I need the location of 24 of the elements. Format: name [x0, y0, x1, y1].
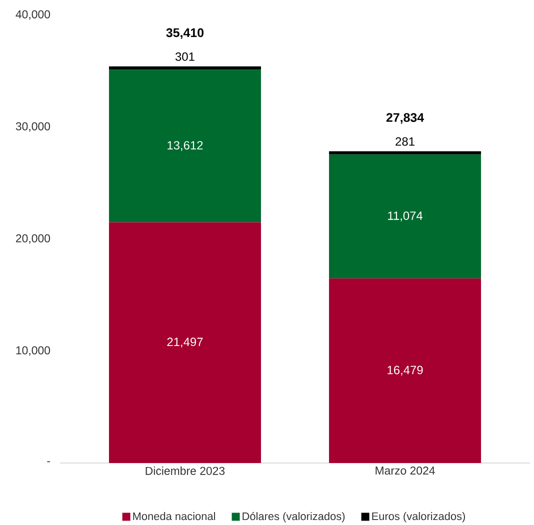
bar — [108, 70, 261, 222]
y-tick-label: 20,000 — [16, 234, 50, 244]
legend-label: Dólares (valorizados) — [242, 512, 345, 522]
y-tick-label: 30,000 — [16, 122, 50, 132]
data-label: 11,074 — [388, 211, 423, 222]
data-label: 13,612 — [168, 141, 203, 151]
legend-label: Moneda nacional — [133, 512, 216, 520]
y-tick-label: 40,000 — [16, 10, 50, 20]
data-label: 16,479 — [388, 366, 423, 376]
total-label: 27,834 — [386, 113, 424, 124]
bar — [108, 66, 261, 70]
x-tick-label: Diciembre 2023 — [146, 466, 225, 475]
data-label: 21,497 — [167, 338, 203, 348]
y-tick-label: 10,000 — [16, 346, 50, 356]
total-label: 35,410 — [166, 28, 204, 39]
data-label: 301 — [175, 52, 194, 61]
y-tick-label: - — [47, 461, 50, 462]
legend-label: Euros (valorizados) — [372, 512, 465, 522]
bar — [108, 222, 261, 463]
data-label: 281 — [396, 137, 414, 146]
bar — [329, 151, 482, 154]
bar — [329, 154, 482, 278]
x-tick-label: Marzo 2024 — [376, 466, 435, 475]
bar — [329, 278, 482, 463]
